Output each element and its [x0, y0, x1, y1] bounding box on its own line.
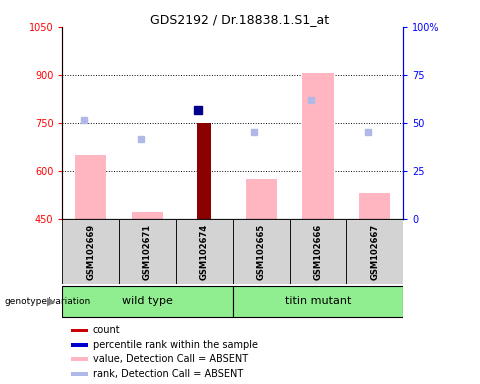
- Text: titin mutant: titin mutant: [285, 296, 351, 306]
- FancyBboxPatch shape: [119, 219, 176, 284]
- FancyBboxPatch shape: [233, 219, 289, 284]
- Text: value, Detection Call = ABSENT: value, Detection Call = ABSENT: [93, 354, 248, 364]
- Text: GSM102666: GSM102666: [313, 223, 323, 280]
- Text: GSM102671: GSM102671: [143, 223, 152, 280]
- Text: percentile rank within the sample: percentile rank within the sample: [93, 340, 258, 350]
- Bar: [302, 73, 334, 219]
- Text: ▶: ▶: [47, 296, 55, 306]
- Text: GSM102667: GSM102667: [370, 223, 379, 280]
- FancyBboxPatch shape: [71, 357, 88, 361]
- FancyBboxPatch shape: [71, 372, 88, 376]
- FancyBboxPatch shape: [62, 219, 119, 284]
- FancyBboxPatch shape: [71, 329, 88, 333]
- Bar: [197, 123, 211, 219]
- Text: GDS2192 / Dr.18838.1.S1_at: GDS2192 / Dr.18838.1.S1_at: [150, 13, 330, 26]
- Text: rank, Detection Call = ABSENT: rank, Detection Call = ABSENT: [93, 369, 243, 379]
- Bar: [359, 193, 390, 219]
- Bar: [75, 155, 107, 219]
- FancyBboxPatch shape: [62, 286, 233, 317]
- Bar: [246, 179, 277, 219]
- FancyBboxPatch shape: [71, 343, 88, 347]
- Text: genotype/variation: genotype/variation: [5, 297, 91, 306]
- FancyBboxPatch shape: [289, 219, 347, 284]
- FancyBboxPatch shape: [176, 219, 233, 284]
- Text: count: count: [93, 326, 120, 336]
- FancyBboxPatch shape: [347, 219, 403, 284]
- Text: GSM102674: GSM102674: [200, 223, 209, 280]
- Text: GSM102665: GSM102665: [257, 223, 266, 280]
- Text: GSM102669: GSM102669: [86, 223, 96, 280]
- Text: wild type: wild type: [122, 296, 173, 306]
- FancyBboxPatch shape: [233, 286, 403, 317]
- Bar: [132, 212, 163, 219]
